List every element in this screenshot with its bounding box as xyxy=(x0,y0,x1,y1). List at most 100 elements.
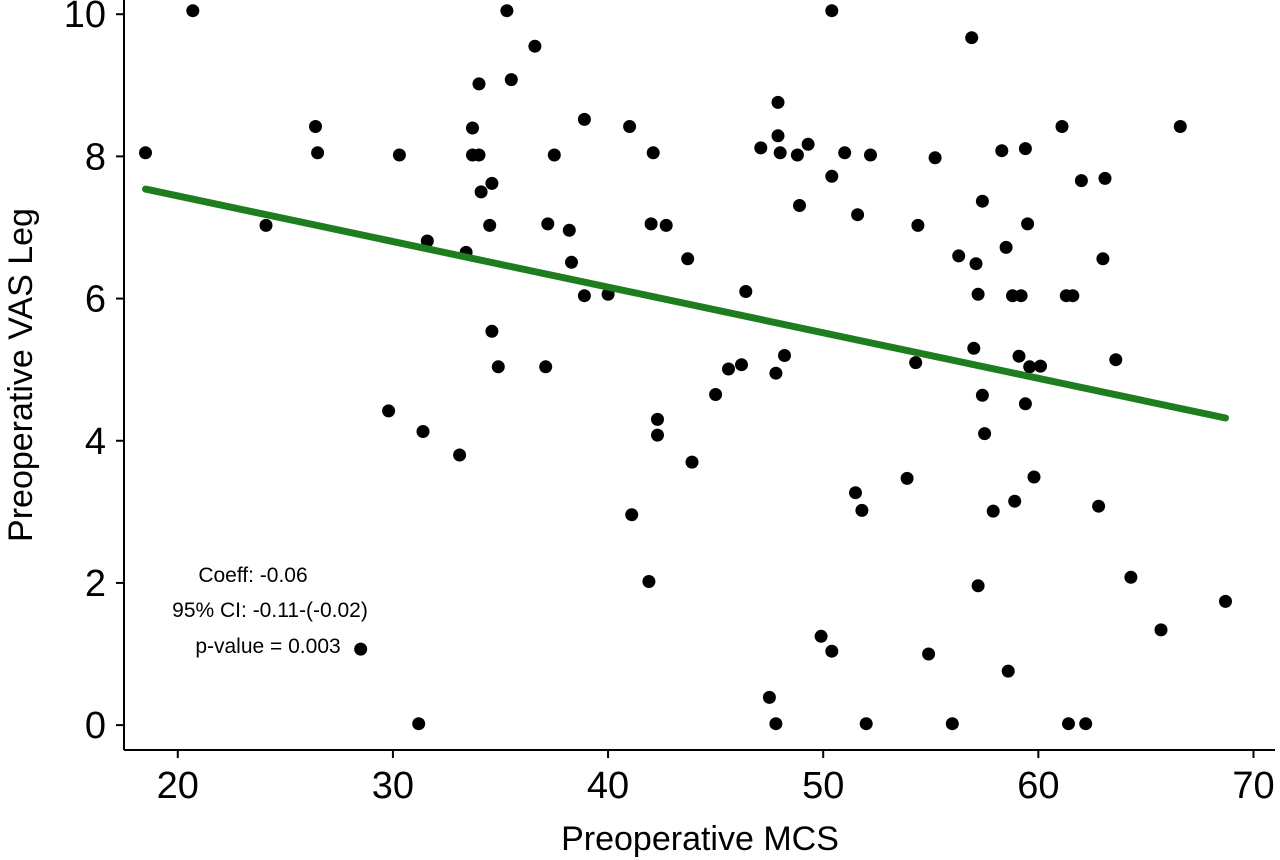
data-point xyxy=(971,579,985,593)
data-point xyxy=(311,146,325,160)
data-point xyxy=(771,95,785,109)
data-point xyxy=(739,285,753,298)
data-point xyxy=(967,341,981,355)
data-point xyxy=(186,4,200,18)
data-point xyxy=(722,362,735,376)
data-point xyxy=(838,146,852,160)
data-point xyxy=(485,324,499,338)
data-point xyxy=(771,129,785,143)
data-point xyxy=(849,486,862,500)
data-point xyxy=(1012,349,1026,363)
data-point xyxy=(735,358,748,372)
data-point xyxy=(801,137,815,151)
data-point xyxy=(483,218,497,232)
x-tick-label: 50 xyxy=(802,765,844,807)
y-tick-label: 0 xyxy=(85,705,106,747)
data-point xyxy=(485,176,499,190)
data-point xyxy=(1154,623,1168,637)
x-tick-label: 30 xyxy=(372,765,414,807)
data-point xyxy=(1092,499,1106,513)
data-point xyxy=(978,427,992,441)
data-point xyxy=(547,148,561,162)
data-point xyxy=(1173,120,1187,133)
data-point xyxy=(1034,359,1047,373)
data-point xyxy=(999,240,1013,254)
data-point xyxy=(1008,494,1022,508)
data-point xyxy=(1096,252,1110,266)
data-point xyxy=(1098,171,1112,185)
stats-annotation: Coeff: -0.06 95% CI: -0.11-(-0.02) p-val… xyxy=(172,564,368,658)
data-point xyxy=(472,148,486,162)
data-point xyxy=(1055,120,1069,133)
data-point xyxy=(642,575,656,588)
data-point xyxy=(971,287,985,301)
data-point xyxy=(825,169,839,183)
data-point xyxy=(1079,717,1093,731)
data-point xyxy=(565,255,578,269)
data-point xyxy=(793,199,806,212)
data-point xyxy=(651,428,664,442)
x-axis-title: Preoperative MCS xyxy=(561,820,839,858)
data-point xyxy=(709,388,723,401)
data-point xyxy=(562,223,576,237)
data-point xyxy=(859,717,873,731)
data-point xyxy=(922,647,936,661)
data-point xyxy=(681,252,695,266)
y-axis: 0 2 4 6 8 10 xyxy=(64,0,125,750)
x-axis: 20 30 40 50 60 70 xyxy=(124,749,1275,807)
data-point xyxy=(1001,664,1015,678)
data-point xyxy=(309,120,322,133)
data-point xyxy=(1066,289,1080,303)
data-point xyxy=(625,508,639,522)
data-point xyxy=(928,151,942,165)
data-points xyxy=(139,4,1232,731)
data-point xyxy=(1018,397,1032,411)
data-point xyxy=(1021,217,1035,231)
data-point xyxy=(1124,570,1138,584)
data-point xyxy=(909,356,923,370)
data-point xyxy=(259,218,273,232)
data-point xyxy=(911,218,925,232)
data-point xyxy=(644,217,658,231)
data-point xyxy=(900,471,914,485)
data-point xyxy=(975,388,989,402)
data-point xyxy=(778,349,791,362)
data-point xyxy=(528,39,542,53)
data-point xyxy=(420,234,434,248)
data-point xyxy=(139,146,152,160)
data-point xyxy=(539,360,553,374)
data-point xyxy=(952,249,966,263)
data-point xyxy=(577,289,591,303)
annotation-ci: 95% CI: -0.11-(-0.02) xyxy=(172,599,368,622)
data-point xyxy=(790,148,804,162)
y-tick-label: 8 xyxy=(85,136,106,178)
data-point xyxy=(491,360,505,374)
data-point xyxy=(504,73,518,87)
data-point xyxy=(986,504,1000,518)
data-point xyxy=(466,121,479,135)
data-point xyxy=(814,629,828,643)
data-point xyxy=(945,717,959,731)
y-tick-label: 6 xyxy=(85,279,106,321)
data-point xyxy=(773,146,787,160)
y-tick-label: 4 xyxy=(85,421,106,463)
data-point xyxy=(1109,353,1123,367)
data-point xyxy=(762,690,776,704)
annotation-coeff: Coeff: -0.06 xyxy=(198,564,307,587)
x-tick-label: 40 xyxy=(587,765,629,807)
annotation-pvalue: p-value = 0.003 xyxy=(195,635,340,658)
data-point xyxy=(416,425,430,438)
data-point xyxy=(855,503,869,517)
data-point xyxy=(1027,470,1041,484)
data-point xyxy=(651,412,664,426)
data-point xyxy=(1023,360,1037,374)
data-point xyxy=(392,148,406,162)
data-point xyxy=(577,112,591,126)
data-point xyxy=(975,194,989,208)
data-point xyxy=(995,144,1009,158)
data-point xyxy=(472,77,486,91)
data-point xyxy=(474,185,488,199)
data-point xyxy=(1062,717,1075,731)
data-point xyxy=(825,4,839,18)
data-point xyxy=(1219,594,1232,608)
